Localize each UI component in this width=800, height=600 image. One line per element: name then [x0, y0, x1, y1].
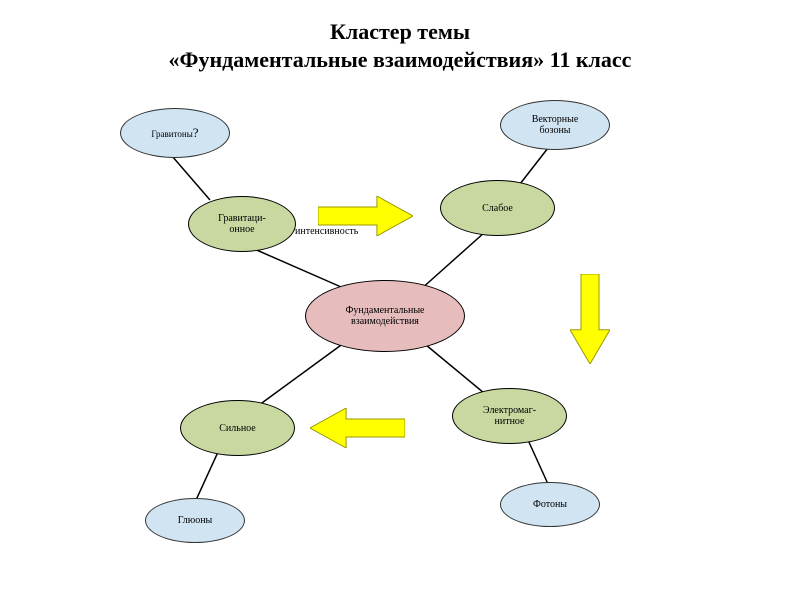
- inner-weak-t1: Слабое: [482, 203, 513, 214]
- page-title: Кластер темы «Фундаментальные взаимодейс…: [0, 18, 800, 73]
- inner-grav-t1: Гравитаци-: [218, 213, 266, 224]
- title-line1: Кластер темы: [0, 18, 800, 46]
- edge-center-grav: [252, 248, 348, 290]
- arrow-down-right: [570, 274, 610, 369]
- title-line2: «Фундаментальные взаимодействия» 11 клас…: [0, 46, 800, 74]
- inner-em-t2: нитное: [483, 416, 536, 427]
- inner-node-grav: Гравитаци-онное: [188, 196, 296, 252]
- outer-gluon-t1: Глюоны: [178, 515, 213, 526]
- inner-node-weak: Слабое: [440, 180, 555, 236]
- outer-photon-t1: Фотоны: [533, 499, 567, 510]
- edge-center-weak: [420, 232, 485, 290]
- outer-graviton-t1: Гравитоны: [151, 129, 192, 139]
- center-text2: взаимодействия: [346, 316, 425, 327]
- outer-node-gluon: Глюоны: [145, 498, 245, 543]
- center-text1: Фундаментальные: [346, 305, 425, 316]
- inner-grav-t2: онное: [218, 224, 266, 235]
- center-node: Фундаментальные взаимодействия: [305, 280, 465, 352]
- label-intensity: интенсивность: [295, 226, 358, 237]
- edge-grav-graviton: [172, 156, 210, 200]
- outer-vboson-t1: Векторные: [532, 114, 579, 125]
- outer-node-vboson: Векторныебозоны: [500, 100, 610, 150]
- edge-center-em: [420, 340, 490, 398]
- edge-weak-vboson: [520, 148, 548, 184]
- outer-vboson-t2: бозоны: [532, 125, 579, 136]
- edge-strong-gluon: [196, 452, 218, 500]
- edge-em-photon: [528, 440, 548, 484]
- arrow-left-bottom: [310, 408, 405, 453]
- outer-node-graviton: Гравитоны?: [120, 108, 230, 158]
- outer-node-photon: Фотоны: [500, 482, 600, 527]
- outer-graviton-q: ?: [193, 125, 199, 140]
- inner-strong-t1: Сильное: [219, 423, 255, 434]
- edge-center-strong: [255, 340, 348, 408]
- inner-node-em: Электромаг-нитное: [452, 388, 567, 444]
- inner-em-t1: Электромаг-: [483, 405, 536, 416]
- inner-node-strong: Сильное: [180, 400, 295, 456]
